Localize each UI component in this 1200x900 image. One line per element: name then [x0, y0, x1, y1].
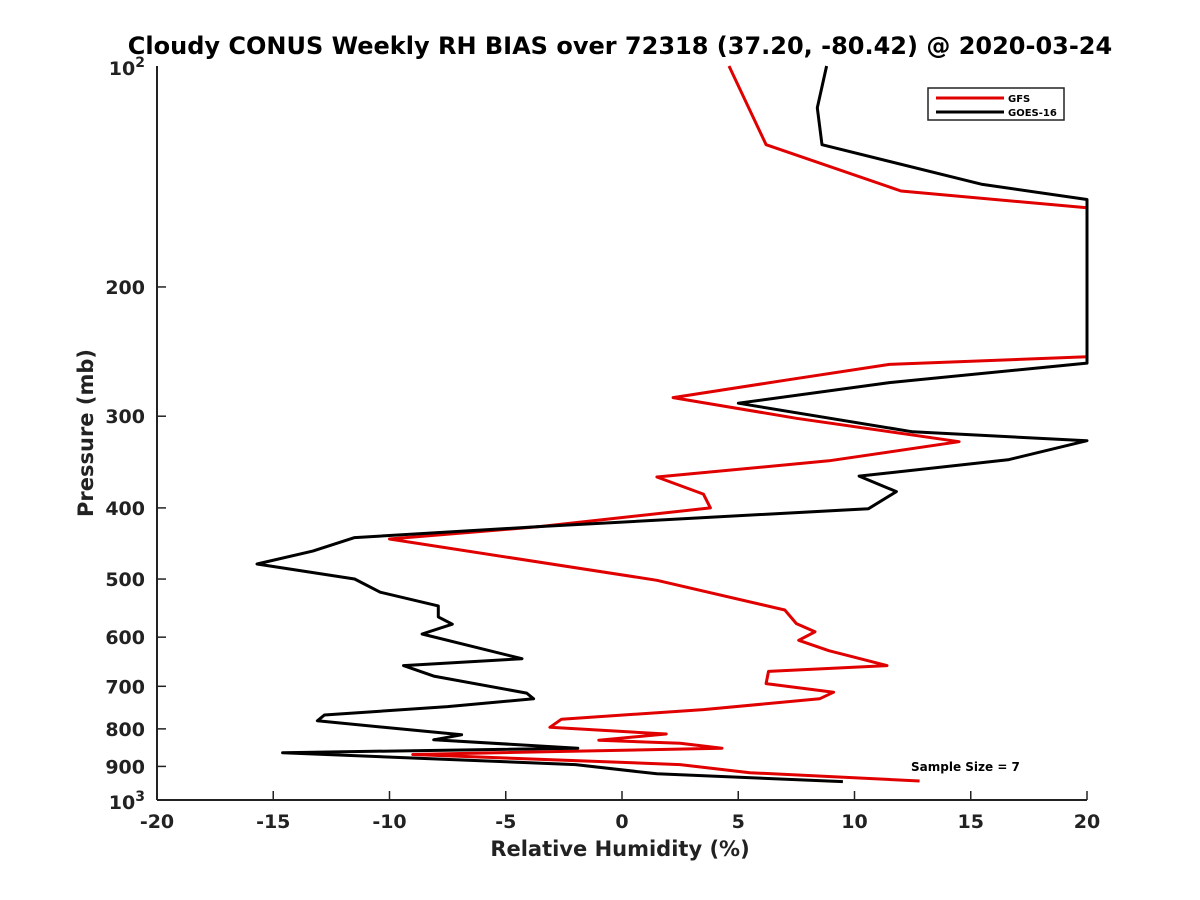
x-axis-label: Relative Humidity (%)	[490, 837, 749, 861]
chart-title: Cloudy CONUS Weekly RH BIAS over 72318 (…	[128, 32, 1112, 60]
x-tick-label: 5	[732, 811, 745, 833]
plot-area: -20 -15 -10 -5 0 5 10 15 20 200 300 400 500 600 700 800…	[105, 55, 1100, 833]
y-axis-label: Pressure (mb)	[74, 349, 98, 517]
sample-size-annotation: Sample Size = 7	[911, 760, 1020, 774]
y-tick-label: 500	[105, 569, 145, 591]
x-tick-label: 20	[1074, 811, 1100, 833]
legend-label-goes-16: GOES-16	[1008, 108, 1057, 119]
x-tick-label: -20	[140, 811, 174, 833]
y-tick-label: 600	[105, 627, 145, 649]
y-tick-label: 300	[105, 406, 145, 428]
y-tick-label-top: 102	[109, 55, 145, 80]
y-tick-label: 800	[105, 719, 145, 741]
x-tick-label: -5	[495, 811, 516, 833]
x-tick-label: 15	[958, 811, 984, 833]
y-tick-label: 400	[105, 498, 145, 520]
x-tick-label: 0	[615, 811, 628, 833]
x-tick-label: 10	[841, 811, 867, 833]
x-tick-label: -10	[372, 811, 406, 833]
legend-box	[927, 87, 1065, 121]
series-line-gfs	[388, 65, 1089, 783]
series-line-goes-16	[255, 65, 1089, 784]
x-tick-label: -15	[256, 811, 290, 833]
y-tick-label-bottom: 103	[109, 789, 145, 814]
legend-label-gfs: GFS	[1008, 94, 1030, 105]
y-tick-label: 900	[105, 756, 145, 778]
y-tick-label: 200	[105, 277, 145, 299]
y-tick-label: 700	[105, 676, 145, 698]
